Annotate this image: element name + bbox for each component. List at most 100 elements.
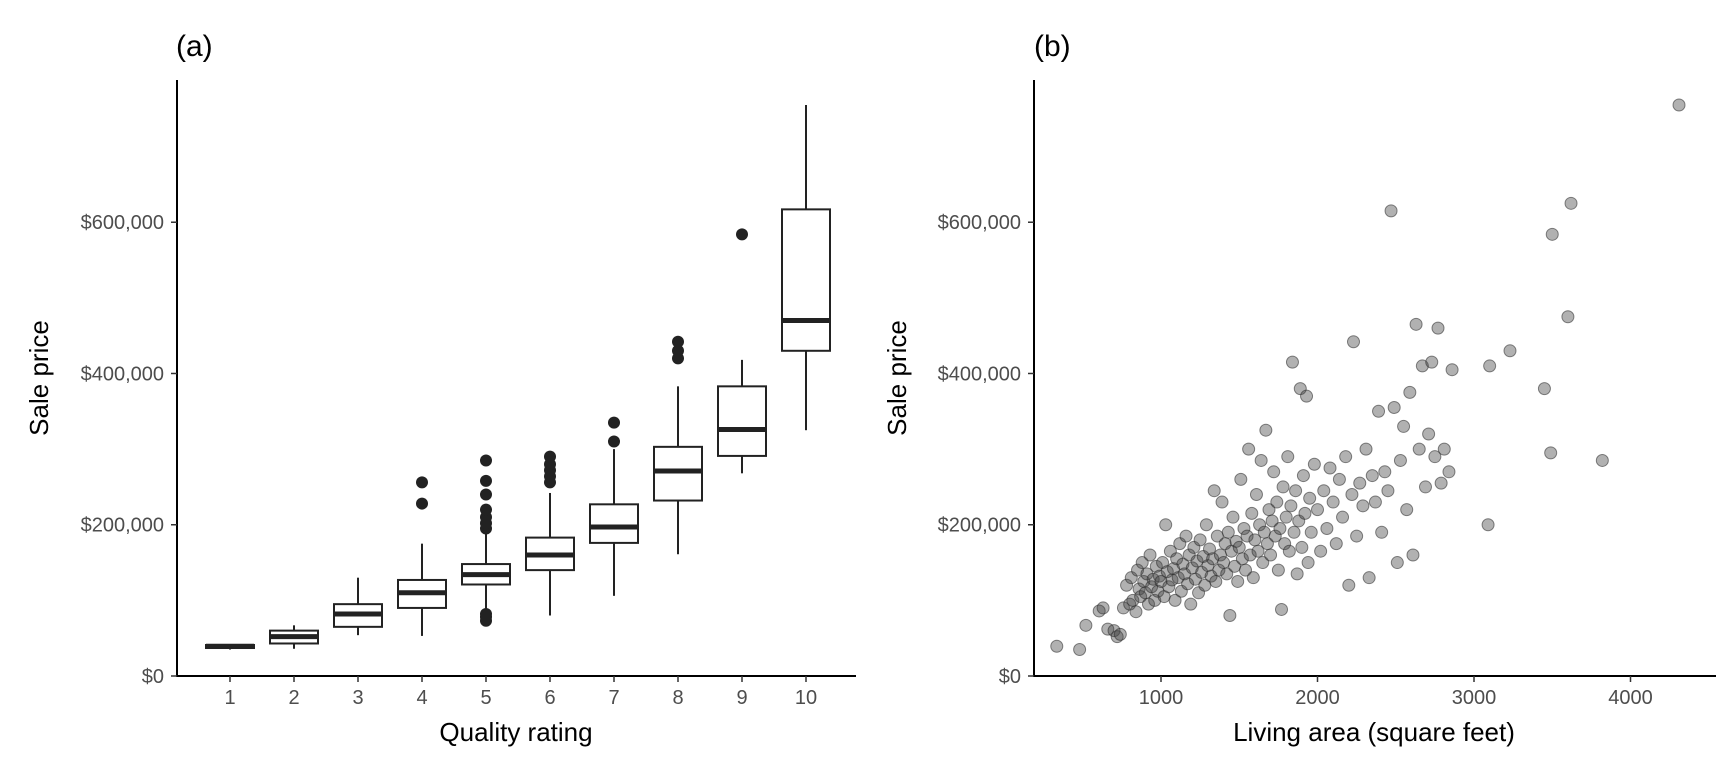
panel-a-x-tick-label: 2 — [288, 687, 299, 709]
scatter-point — [1406, 548, 1420, 562]
scatter-point — [1365, 469, 1379, 483]
box-3 — [333, 577, 383, 636]
scatter-point — [1428, 450, 1442, 464]
scatter-point — [1168, 593, 1182, 607]
scatter-point — [1298, 506, 1312, 520]
panel-b-x-tick-label: 4000 — [1608, 687, 1653, 709]
scatter-point — [1346, 335, 1360, 349]
panel-b-y-ticks: $0 $200,000 $400,000 $600,000 — [938, 212, 1034, 688]
outlier-point — [480, 488, 492, 501]
scatter-point — [1116, 601, 1130, 615]
outlier-point — [480, 607, 492, 620]
scatter-point — [1544, 446, 1558, 460]
scatter-point — [1595, 453, 1609, 467]
scatter-point — [1295, 540, 1309, 554]
scatter-point — [1545, 227, 1559, 241]
outlier-point — [672, 335, 684, 348]
scatter-point — [1253, 518, 1267, 532]
scatter-point — [1445, 363, 1459, 377]
scatter-point — [1442, 465, 1456, 479]
panel-a-y-ticks: $0 $200,000 $400,000 $600,000 — [81, 212, 177, 688]
scatter-point — [1326, 495, 1340, 509]
outlier-point — [416, 476, 428, 489]
outlier-point — [480, 503, 492, 516]
scatter-point — [1483, 359, 1497, 373]
scatter-point — [1159, 518, 1173, 532]
box-2 — [269, 625, 319, 649]
scatter-point — [1232, 540, 1246, 554]
scatter-point — [1259, 423, 1273, 437]
panel-b-label: (b) — [1034, 30, 1071, 63]
panel-a-y-axis-title: Sale price — [24, 320, 54, 436]
scatter-point — [1481, 518, 1495, 532]
scatter-point — [1203, 542, 1217, 556]
panel-a-y-tick-label: $400,000 — [81, 363, 164, 385]
scatter-point — [1199, 518, 1213, 532]
box-1 — [205, 643, 255, 650]
scatter-point — [1179, 529, 1193, 543]
scatter-point — [1193, 533, 1207, 547]
scatter-point — [1245, 506, 1259, 520]
scatter-point — [1304, 525, 1318, 539]
scatter-point — [1339, 450, 1353, 464]
panel-b-x-axis-title: Living area (square feet) — [1233, 717, 1515, 747]
scatter-point — [1234, 472, 1248, 486]
scatter-point — [1317, 484, 1331, 498]
scatter-point — [1503, 344, 1517, 358]
outlier-point — [480, 474, 492, 487]
scatter-point — [1264, 548, 1278, 562]
scatter-point — [1265, 514, 1279, 528]
scatter-point — [1267, 465, 1281, 479]
panel-a-y-tick-label: $0 — [142, 666, 164, 688]
scatter-point — [1226, 510, 1240, 524]
scatter-point — [1240, 529, 1254, 543]
outlier-point — [544, 450, 556, 463]
scatter-point — [1359, 442, 1373, 456]
panel-b-y-tick-label: $0 — [999, 666, 1021, 688]
scatter-point — [1397, 419, 1411, 433]
scatter-point — [1278, 537, 1292, 551]
scatter-point — [1207, 484, 1221, 498]
scatter-point — [1212, 563, 1226, 577]
box-8 — [653, 335, 703, 555]
scatter-point — [1412, 442, 1426, 456]
panel-a-x-tick-label: 4 — [416, 687, 427, 709]
scatter-point — [1329, 537, 1343, 551]
scatter-point — [1242, 442, 1256, 456]
scatter-point — [1353, 476, 1367, 490]
scatter-point — [1425, 355, 1439, 369]
scatter-point — [1564, 196, 1578, 210]
scatter-point — [1129, 605, 1143, 619]
scatter-point — [1276, 480, 1290, 494]
scatter-point — [1246, 571, 1260, 585]
panel-a-boxes — [205, 105, 831, 650]
panel-a-label: (a) — [176, 30, 213, 63]
scatter-point — [1400, 503, 1414, 517]
scatter-point — [1284, 499, 1298, 513]
scatter-point — [1275, 602, 1289, 616]
scatter-point — [1050, 639, 1064, 653]
scatter-point — [1243, 548, 1257, 562]
scatter-point — [1332, 472, 1346, 486]
box-9 — [717, 228, 767, 474]
scatter-point — [1290, 567, 1304, 581]
panel-b-y-tick-label: $400,000 — [938, 363, 1021, 385]
panel-b-x-tick-label: 2000 — [1295, 687, 1340, 709]
scatter-point — [1237, 522, 1251, 536]
panel-a-x-tick-label: 5 — [480, 687, 491, 709]
scatter-point — [1672, 98, 1686, 112]
scatter-point — [1285, 355, 1299, 369]
scatter-point — [1314, 544, 1328, 558]
panel-a-y-tick-label: $200,000 — [81, 515, 164, 537]
scatter-point — [1537, 382, 1551, 396]
scatter-point — [1356, 499, 1370, 513]
scatter-point — [1350, 529, 1364, 543]
panel-a-x-tick-label: 7 — [608, 687, 619, 709]
scatter-point — [1311, 503, 1324, 517]
scatter-point — [1437, 442, 1451, 456]
panel-a-x-tick-label: 1 — [224, 687, 235, 709]
outlier-point — [672, 344, 684, 357]
box-10 — [781, 105, 831, 431]
scatter-point — [1403, 385, 1417, 399]
box-body — [717, 385, 767, 457]
